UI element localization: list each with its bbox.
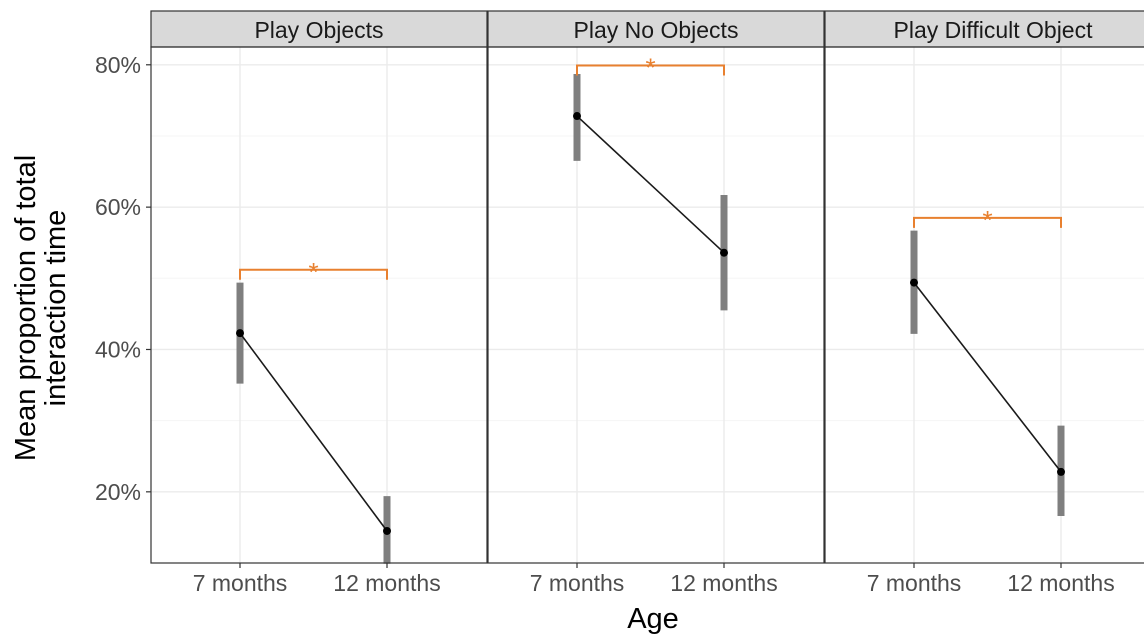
x-tick-label: 12 months — [333, 570, 440, 596]
significance-bracket — [913, 216, 1062, 228]
significance-star: * — [308, 257, 318, 287]
facet-panel: Play No Objects * 7 months 12 months — [487, 10, 825, 596]
significance-bracket — [239, 268, 388, 280]
data-point — [573, 112, 581, 121]
y-axis-title: Mean proportion of total interaction tim… — [10, 155, 72, 461]
y-axis-title-line-1: Mean proportion of total — [10, 155, 42, 461]
x-tick-label: 7 months — [867, 570, 962, 596]
series-line — [913, 282, 1062, 473]
x-tick-label: 12 months — [1007, 570, 1114, 596]
facet-strip — [150, 10, 488, 48]
facet-strip-label: Play Difficult Object — [894, 17, 1094, 43]
panel-border — [487, 46, 825, 564]
y-tick-label: 80% — [95, 52, 141, 78]
panel-background — [151, 47, 487, 563]
data-point — [383, 526, 391, 535]
y-tick-label: 20% — [95, 479, 141, 505]
facet-panel: Play Difficult Object * 7 months 12 months — [824, 10, 1144, 596]
x-tick-label: 12 months — [670, 570, 777, 596]
facet-strip-label: Play Objects — [254, 17, 383, 43]
panel-background — [825, 47, 1144, 563]
x-axis-title: Age — [627, 603, 679, 634]
significance-star: * — [645, 53, 655, 83]
data-point — [236, 329, 244, 338]
y-tick-label: 40% — [95, 336, 141, 362]
data-point — [910, 278, 918, 287]
facet-strip-label: Play No Objects — [574, 17, 739, 43]
significance-star: * — [982, 205, 992, 235]
x-tick-label: 7 months — [193, 570, 288, 596]
facet-strip — [824, 10, 1144, 48]
y-axis-title-line-2: interaction time — [40, 210, 72, 407]
facet-panel: Play Objects * 7 months 12 months — [150, 10, 488, 596]
panel-border — [150, 46, 488, 564]
significance-bracket — [576, 64, 725, 76]
y-tick-label: 60% — [95, 194, 141, 220]
data-point — [720, 248, 728, 257]
panel-background — [488, 47, 824, 563]
series-line — [576, 115, 725, 254]
panel-border — [824, 46, 1144, 564]
series-line — [239, 332, 388, 532]
data-point — [1057, 467, 1065, 476]
x-tick-label: 7 months — [530, 570, 625, 596]
facet-strip — [487, 10, 825, 48]
